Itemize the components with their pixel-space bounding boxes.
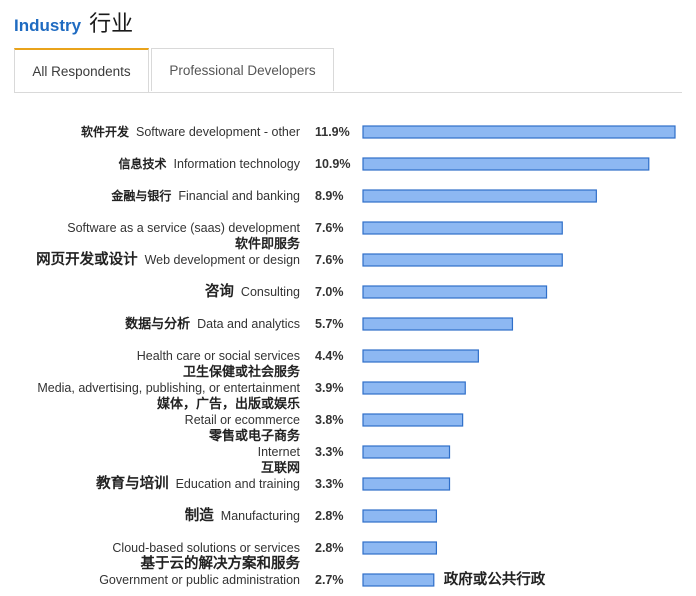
category-label: Financial and banking bbox=[178, 189, 300, 203]
category-label: Data and analytics bbox=[197, 317, 300, 331]
title-english: Industry bbox=[14, 16, 82, 35]
title-chinese: 行业 bbox=[89, 12, 134, 37]
category-label-zh: 媒体，广告，出版或娱乐 bbox=[157, 396, 300, 412]
category-label: Retail or ecommerce bbox=[185, 413, 300, 427]
category-label-zh: 教育与培训 bbox=[95, 474, 169, 492]
bar bbox=[362, 189, 597, 203]
category-label-zh: 软件开发 bbox=[81, 124, 130, 139]
category-label: Software development - other bbox=[136, 125, 300, 139]
category-label: Health care or social services bbox=[137, 349, 300, 363]
bar bbox=[362, 221, 563, 235]
category-label-zh: 信息技术 bbox=[119, 156, 167, 171]
tab-professional-developers[interactable]: Professional Developers bbox=[151, 48, 334, 91]
bar bbox=[362, 381, 466, 395]
respondent-tabs: All Respondents Professional Developers bbox=[14, 48, 682, 93]
value-label: 7.6% bbox=[315, 221, 344, 235]
category-label: Manufacturing bbox=[221, 509, 300, 523]
category-label-zh: 软件即服务 bbox=[235, 236, 301, 252]
category-label: Internet bbox=[258, 445, 301, 459]
category-label: Government or public administration bbox=[99, 573, 300, 587]
bar bbox=[362, 157, 650, 171]
category-label-zh: 网页开发或设计 bbox=[36, 250, 138, 268]
category-label-zh: 金融与银行 bbox=[110, 188, 171, 203]
category-label-zh: 互联网 bbox=[261, 461, 300, 476]
category-label-zh: 基于云的解决方案和服务 bbox=[140, 554, 301, 572]
category-label: Web development or design bbox=[145, 253, 300, 267]
value-label: 2.8% bbox=[315, 541, 344, 555]
bar bbox=[362, 125, 676, 139]
tab-all-respondents[interactable]: All Respondents bbox=[14, 48, 149, 92]
bar bbox=[362, 317, 514, 331]
category-label: Media, advertising, publishing, or enter… bbox=[37, 381, 300, 395]
value-label: 5.7% bbox=[315, 317, 344, 331]
bar bbox=[362, 541, 438, 555]
category-label: Cloud-based solutions or services bbox=[112, 541, 300, 555]
bar bbox=[362, 573, 435, 587]
value-label: 3.3% bbox=[315, 477, 344, 491]
bar bbox=[362, 509, 438, 523]
value-label: 10.9% bbox=[315, 157, 350, 171]
value-label: 4.4% bbox=[315, 349, 344, 363]
category-label-zh: 数据与分析 bbox=[125, 316, 190, 332]
category-label: Consulting bbox=[241, 285, 300, 299]
value-label: 7.6% bbox=[315, 253, 344, 267]
value-label: 3.3% bbox=[315, 445, 344, 459]
category-label-zh: 零售或电子商务 bbox=[208, 428, 301, 444]
value-label: 3.8% bbox=[315, 413, 344, 427]
category-label-zh: 咨询 bbox=[205, 282, 234, 300]
value-label: 7.0% bbox=[315, 285, 344, 299]
value-label: 2.8% bbox=[315, 509, 344, 523]
value-label: 2.7% bbox=[315, 573, 344, 587]
category-label: Information technology bbox=[174, 157, 301, 171]
value-label: 8.9% bbox=[315, 189, 344, 203]
category-label-zh: 制造 bbox=[185, 506, 214, 524]
value-label: 11.9% bbox=[315, 125, 350, 139]
value-label: 3.9% bbox=[315, 381, 344, 395]
category-label: Education and training bbox=[176, 477, 300, 491]
bar bbox=[362, 285, 548, 299]
chart-header: Industry 行业 bbox=[14, 6, 134, 37]
category-label-zh: 卫生保健或社会服务 bbox=[183, 364, 301, 380]
bar bbox=[362, 253, 563, 267]
bar bbox=[362, 477, 451, 491]
category-label-zh: 政府或公共行政 bbox=[444, 570, 546, 588]
bar bbox=[362, 445, 451, 459]
bar bbox=[362, 413, 464, 427]
bar bbox=[362, 349, 479, 363]
category-label: Software as a service (saas) development bbox=[67, 221, 300, 235]
